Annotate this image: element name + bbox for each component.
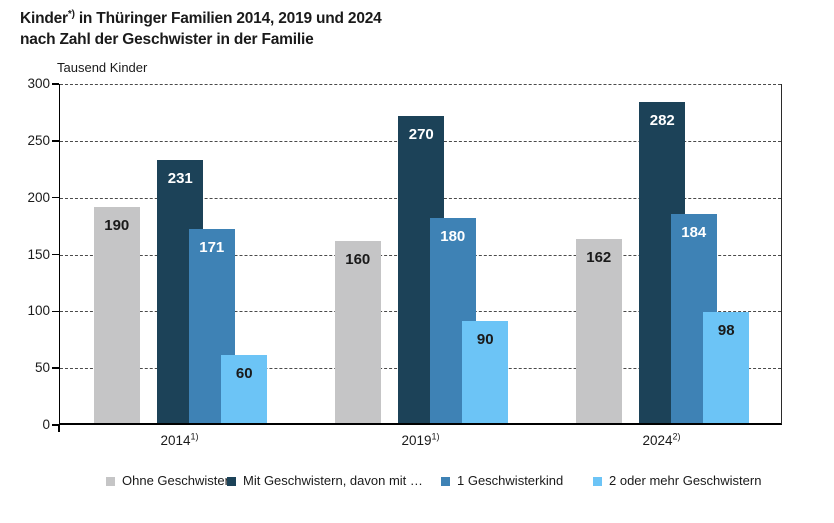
- legend-swatch-icon: [227, 477, 236, 486]
- y-tick-label-300: 300: [27, 76, 50, 91]
- x-category-year: 2019: [401, 433, 432, 448]
- bar-2024-series0: [575, 238, 622, 423]
- y-tick-label-0: 0: [42, 417, 50, 432]
- legend-item-1: Mit Geschwistern, davon mit …: [227, 473, 423, 488]
- y-tick-label-250: 250: [27, 132, 50, 148]
- x-category-label-2024: 20242): [642, 431, 681, 448]
- bar-2014-series3: [221, 354, 268, 423]
- bar-value-label: 231: [167, 170, 193, 188]
- y-tick-label-100: 100: [27, 303, 50, 319]
- bar-value-label: 190: [104, 217, 130, 235]
- y-tick-mark-200: [52, 196, 59, 199]
- y-tick-mark-50: [52, 367, 59, 369]
- chart-title-line2: nach Zahl der Geschwister in der Familie: [20, 31, 314, 48]
- y-tick-mark-300: [52, 83, 59, 85]
- legend-label: Ohne Geschwister: [122, 473, 229, 488]
- y-tick-mark-100: [52, 310, 59, 313]
- chart-title: Kinder*) in Thüringer Familien 2014, 201…: [20, 8, 382, 50]
- bar-value-label: 60: [235, 364, 253, 382]
- legend-item-0: Ohne Geschwister: [106, 473, 229, 488]
- x-category-footnote-marker: 1): [190, 431, 199, 442]
- x-category-label-2019: 20191): [401, 431, 440, 448]
- bar-value-label: 98: [717, 321, 735, 339]
- y-axis-unit-label: Tausend Kinder: [57, 60, 148, 75]
- bar-value-label: 180: [440, 228, 466, 246]
- chart-title-line1: Kinder*) in Thüringer Familien 2014, 201…: [20, 8, 382, 29]
- bar-2024-series3: [703, 311, 750, 423]
- legend-label: 2 oder mehr Geschwistern: [609, 473, 762, 488]
- title-text: Kinder: [20, 10, 68, 27]
- bar-2019-series0: [334, 241, 381, 423]
- bar-value-label: 282: [649, 112, 675, 130]
- bar-2019-series3: [462, 320, 509, 423]
- bar-value-label: 162: [586, 248, 612, 266]
- y-tick-mark-0: [52, 424, 59, 426]
- title-text-rest: in Thüringer Familien 2014, 2019 und 202…: [74, 10, 382, 27]
- y-tick-label-150: 150: [27, 246, 50, 262]
- x-axis-corner-tick: [58, 425, 60, 432]
- legend-label: Mit Geschwistern, davon mit …: [243, 473, 423, 488]
- y-tick-mark-250: [52, 140, 59, 142]
- legend-item-2: 1 Geschwisterkind: [441, 473, 563, 488]
- legend-item-3: 2 oder mehr Geschwistern: [593, 473, 761, 488]
- legend-swatch-icon: [106, 477, 115, 486]
- bar-value-label: 270: [408, 126, 434, 144]
- x-category-label-2014: 20141): [160, 431, 199, 448]
- x-category-year: 2024: [642, 433, 673, 448]
- x-category-footnote-marker: 1): [431, 431, 440, 442]
- y-tick-label-50: 50: [34, 360, 50, 376]
- y-tick-label-200: 200: [27, 189, 50, 205]
- x-category-year: 2014: [160, 433, 191, 448]
- plot-area: 190 231 171 60 160 270 180 90 162 282 184 98: [59, 84, 782, 425]
- bar-value-label: 184: [681, 223, 707, 241]
- legend-swatch-icon: [593, 477, 602, 486]
- gridline-300: [60, 84, 781, 85]
- x-category-footnote-marker: 2): [672, 431, 681, 442]
- legend-swatch-icon: [441, 477, 450, 486]
- title-footnote-marker: *): [67, 8, 75, 20]
- legend-label: 1 Geschwisterkind: [457, 473, 564, 488]
- bar-2014-series0: [93, 207, 140, 423]
- bar-value-label: 90: [476, 330, 494, 348]
- bar-value-label: 160: [345, 251, 371, 269]
- y-tick-mark-150: [52, 253, 59, 256]
- bar-value-label: 171: [199, 238, 225, 256]
